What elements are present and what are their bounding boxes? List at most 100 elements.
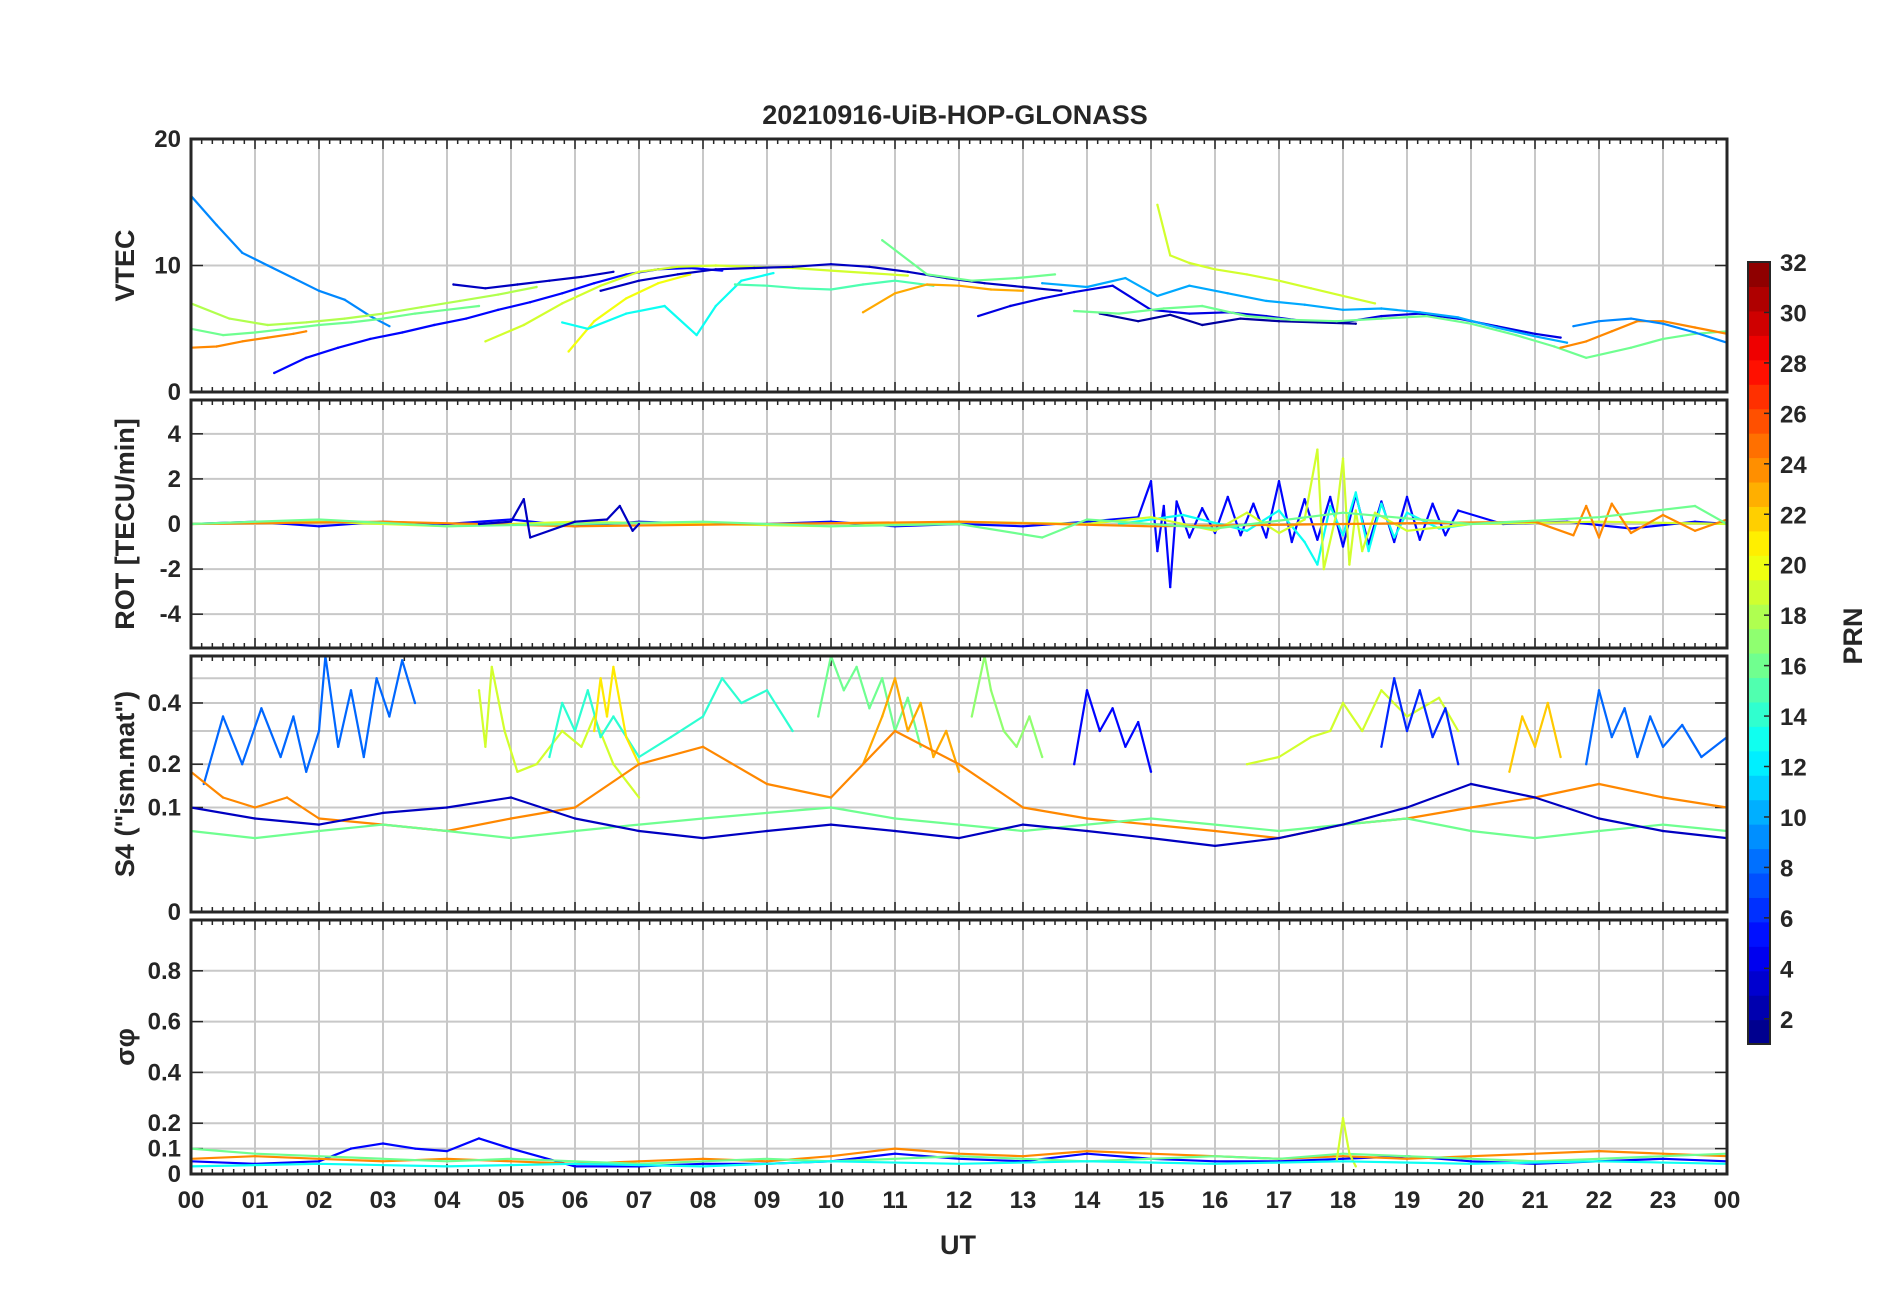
data-point	[868, 265, 871, 268]
colorbar-tick-label: 12	[1780, 755, 1807, 782]
data-point	[1380, 502, 1383, 505]
data-point	[1085, 520, 1089, 523]
data-point	[292, 715, 295, 718]
x-tick-label: 14	[1074, 1187, 1101, 1214]
data-point	[1188, 536, 1191, 539]
data-point	[561, 292, 564, 295]
data-point	[349, 689, 353, 692]
series-line-prn-19	[1246, 689, 1460, 766]
data-point	[445, 1160, 449, 1163]
data-point	[292, 276, 295, 280]
x-tick-label: 11	[882, 1187, 907, 1214]
data-point	[317, 525, 321, 528]
data-point	[1245, 273, 1249, 276]
data-point	[1661, 322, 1665, 325]
data-point	[1124, 276, 1127, 280]
series-group	[191, 1116, 1727, 1168]
data-point	[484, 745, 487, 748]
data-point	[1309, 735, 1313, 739]
data-point	[343, 298, 346, 301]
data-point	[957, 520, 961, 523]
x-tick-label: 06	[562, 1187, 589, 1214]
data-point	[1405, 1155, 1409, 1158]
data-point	[266, 264, 269, 267]
data-point	[1661, 823, 1665, 826]
data-point	[573, 1165, 577, 1168]
x-tick-label: 20	[1458, 1187, 1485, 1214]
data-point	[1041, 755, 1044, 759]
data-point	[1559, 346, 1562, 349]
data-point	[1085, 1160, 1089, 1163]
data-point	[1156, 549, 1159, 553]
data-point	[1661, 796, 1665, 799]
data-point	[1693, 520, 1697, 523]
data-point	[1457, 316, 1460, 319]
series-line-prn-24	[191, 502, 1727, 539]
x-tick-label: 00	[1714, 1187, 1741, 1214]
data-point	[1277, 509, 1281, 512]
series-line-prn-2	[1099, 312, 1356, 327]
data-point	[484, 287, 487, 290]
data-point	[957, 1152, 961, 1155]
data-point	[868, 707, 871, 710]
series-line-prn-18	[191, 285, 537, 327]
series-line-prn-19	[1335, 1116, 1357, 1167]
data-point	[1629, 317, 1633, 320]
data-point	[829, 823, 833, 826]
data-point	[1469, 1155, 1473, 1158]
panel-vtec: 0 10 20 VTEC	[110, 126, 1729, 406]
data-point	[317, 1157, 321, 1161]
data-point	[1053, 273, 1057, 276]
data-point	[1201, 323, 1204, 327]
data-point	[970, 715, 973, 718]
data-point	[1629, 346, 1633, 349]
data-point	[388, 325, 391, 328]
data-point	[1693, 331, 1697, 334]
data-point	[1431, 502, 1434, 505]
data-point	[1514, 333, 1518, 337]
data-point	[279, 755, 282, 759]
data-point	[1213, 1155, 1217, 1158]
data-point	[1277, 480, 1281, 483]
data-point	[1149, 516, 1153, 519]
data-point	[829, 1160, 833, 1163]
y-tick-label: 0	[168, 899, 181, 926]
data-point	[509, 817, 513, 820]
data-point	[317, 829, 321, 833]
data-point	[1341, 1152, 1345, 1155]
data-point	[317, 1160, 321, 1163]
data-point	[1245, 529, 1249, 532]
data-point	[1021, 1155, 1025, 1158]
data-point	[1380, 317, 1383, 320]
data-point	[1393, 536, 1396, 539]
data-point	[1405, 806, 1409, 809]
data-point	[599, 735, 602, 739]
data-point	[945, 729, 948, 733]
data-point	[503, 729, 506, 733]
data-point	[1085, 518, 1089, 521]
data-point	[1354, 509, 1358, 512]
data-point	[458, 299, 461, 303]
colorbar-tick-label: 4	[1780, 956, 1794, 983]
data-point	[452, 283, 455, 286]
data-point	[1661, 1157, 1665, 1161]
data-point	[599, 289, 602, 292]
panel-frame	[189, 918, 1729, 1176]
data-point	[317, 1155, 321, 1158]
series-line-prn-24	[191, 330, 307, 349]
data-point	[1021, 285, 1025, 289]
x-tick-label: 18	[1330, 1187, 1357, 1214]
data-point	[1585, 504, 1588, 508]
data-point	[349, 1147, 353, 1150]
data-point	[317, 518, 321, 521]
data-point	[1597, 829, 1601, 833]
data-point	[1329, 495, 1332, 499]
data-point	[1661, 745, 1665, 748]
data-point	[925, 273, 929, 276]
data-point	[1149, 836, 1153, 840]
data-point	[797, 287, 801, 290]
data-point	[1149, 817, 1153, 820]
data-point	[599, 677, 602, 680]
data-point	[337, 346, 340, 349]
